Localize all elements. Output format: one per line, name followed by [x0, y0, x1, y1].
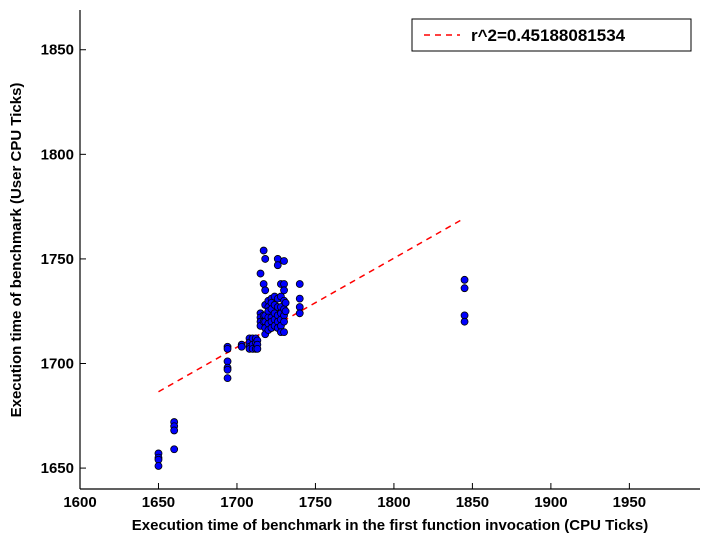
y-ticks-layer: 1650 1700 1750 1800 1850 [41, 42, 86, 477]
points-layer [154, 246, 469, 470]
data-point [295, 309, 304, 318]
x-tick-label: 1900 [534, 494, 567, 511]
y-tick-label: 1750 [41, 251, 74, 268]
x-tick-label: 1850 [456, 494, 489, 511]
fit-line [158, 217, 465, 393]
data-point [281, 298, 290, 307]
y-tick-label: 1700 [41, 355, 74, 372]
y-tick-label: 1800 [41, 146, 74, 163]
data-point [223, 344, 232, 353]
data-point [237, 342, 246, 351]
data-point [460, 275, 469, 284]
data-point [261, 255, 270, 263]
data-point [280, 317, 288, 326]
x-tick-label: 1750 [299, 494, 332, 511]
y-axis-label: Execution time of benchmark (User CPU Ti… [8, 83, 25, 418]
y-tick-label: 1850 [41, 42, 74, 59]
x-tick-label: 1800 [377, 494, 410, 511]
x-tick-label: 1950 [613, 494, 646, 511]
data-point [259, 280, 268, 288]
data-point [261, 286, 270, 295]
data-point [223, 365, 232, 374]
data-point [280, 257, 288, 265]
x-tick-label: 1650 [142, 494, 175, 511]
data-point [273, 261, 282, 270]
x-ticks-layer: 1600 1650 1700 1750 1800 1850 1900 1950 [63, 483, 646, 511]
data-point [259, 246, 268, 255]
x-tick-label: 1700 [220, 494, 253, 511]
data-point [295, 280, 304, 288]
data-point [223, 374, 232, 383]
data-point [460, 317, 469, 326]
data-point [281, 307, 290, 316]
data-point [280, 286, 288, 295]
axes-layer [79, 10, 700, 490]
data-point [295, 294, 304, 303]
legend: r^2=0.45188081534 [411, 18, 692, 52]
data-point [256, 269, 265, 278]
data-point [460, 284, 469, 293]
data-point [170, 426, 179, 435]
x-axis-label: Execution time of benchmark in the first… [132, 517, 648, 534]
fit-line-layer [158, 217, 465, 393]
data-point [253, 344, 262, 353]
y-tick-label: 1650 [41, 460, 74, 477]
legend-label: r^2=0.45188081534 [471, 26, 626, 45]
data-point [154, 462, 163, 470]
data-point [170, 445, 179, 454]
x-tick-label: 1600 [63, 494, 96, 511]
data-point [280, 328, 288, 337]
